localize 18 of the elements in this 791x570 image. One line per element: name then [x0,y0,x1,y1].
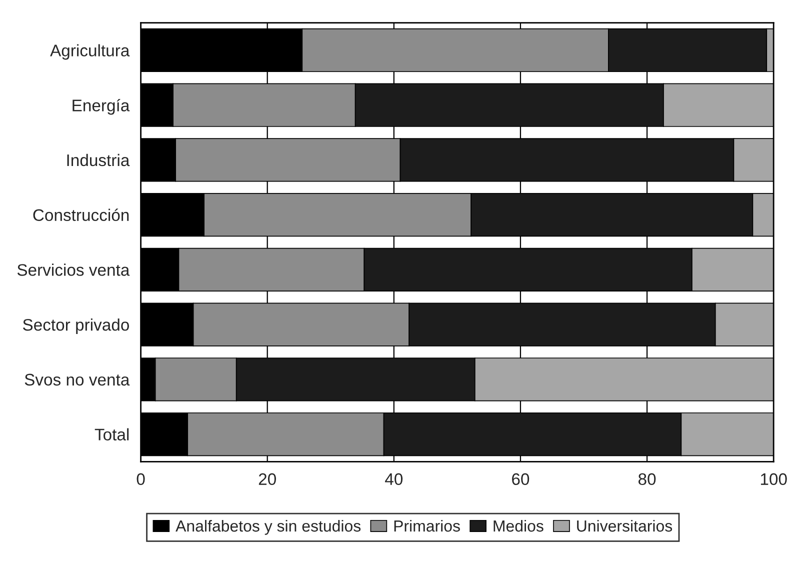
x-tick-label: 100 [760,473,787,486]
y-tick-label: Svos no venta [24,374,130,386]
legend-label: Universitarios [577,520,672,532]
y-tick-label: Industria [67,154,130,166]
legend-label: Analfabetos y sin estudios [176,520,361,535]
y-tick-label: Total [94,428,129,440]
y-tick-label: Agricultura [50,44,130,60]
legend-label: Medios [494,520,544,532]
x-tick-label: 60 [512,473,530,486]
y-tick-label: Construcción [33,208,129,222]
y-tick-label: Energía [72,98,130,115]
legend-label: Primarios [394,520,460,532]
x-tick-label: 80 [638,473,656,486]
x-tick-label: 20 [258,473,276,486]
x-tick-label: 0 [136,473,145,486]
y-tick-label: Servicios venta [17,264,130,276]
y-tick-label: Sector privado [22,318,129,334]
x-tick-label: 40 [385,473,403,486]
